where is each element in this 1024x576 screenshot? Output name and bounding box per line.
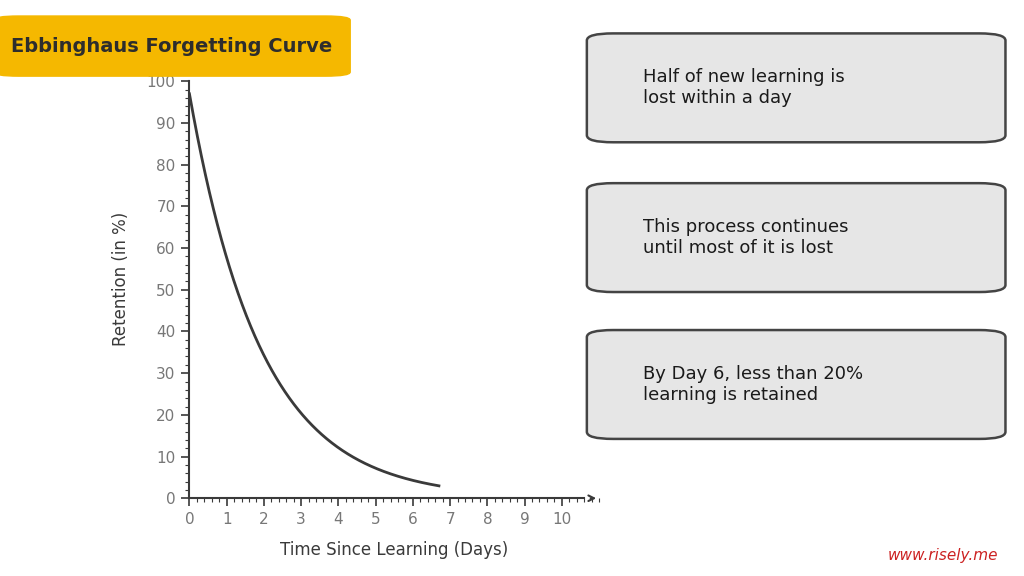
FancyBboxPatch shape bbox=[587, 183, 1006, 292]
Text: Half of new learning is
lost within a day: Half of new learning is lost within a da… bbox=[643, 69, 845, 107]
FancyBboxPatch shape bbox=[587, 330, 1006, 439]
FancyBboxPatch shape bbox=[587, 33, 1006, 142]
Text: www.risely.me: www.risely.me bbox=[888, 548, 998, 563]
Text: Ebbinghaus Forgetting Curve: Ebbinghaus Forgetting Curve bbox=[11, 37, 333, 55]
Text: By Day 6, less than 20%
learning is retained: By Day 6, less than 20% learning is reta… bbox=[643, 365, 863, 404]
FancyBboxPatch shape bbox=[0, 16, 350, 76]
X-axis label: Time Since Learning (Days): Time Since Learning (Days) bbox=[281, 541, 508, 559]
Text: This process continues
until most of it is lost: This process continues until most of it … bbox=[643, 218, 849, 257]
Y-axis label: Retention (in %): Retention (in %) bbox=[112, 212, 130, 347]
